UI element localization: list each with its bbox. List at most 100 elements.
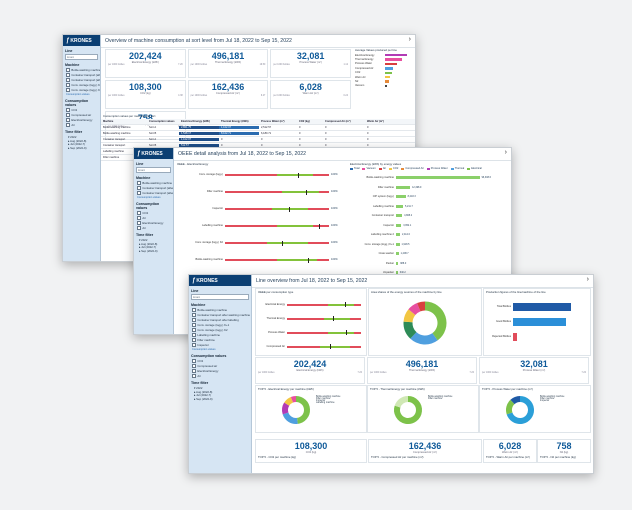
donut-segment[interactable] xyxy=(403,309,416,323)
checkbox-icon[interactable] xyxy=(192,337,197,343)
consumption-checkbox[interactable]: CO2 xyxy=(137,210,171,216)
consumption-checkbox[interactable]: Electrical Energy xyxy=(192,368,249,374)
energy-bar[interactable] xyxy=(396,252,399,256)
energy-bar[interactable] xyxy=(396,223,402,227)
checkbox-icon[interactable] xyxy=(66,72,71,78)
line-select[interactable]: Line1 xyxy=(191,294,249,300)
donut-segment[interactable] xyxy=(424,301,447,341)
donut-segment[interactable] xyxy=(403,321,417,339)
consumption-checkbox[interactable]: Air xyxy=(137,225,171,231)
machine-checkbox[interactable]: Conv. storage (logg.) K+1 xyxy=(66,82,100,88)
machine-checkbox[interactable]: Bottle-washing machine xyxy=(137,180,172,186)
chevron-right-icon[interactable]: › xyxy=(586,276,589,283)
checkbox-icon[interactable] xyxy=(192,358,197,364)
checkbox-icon[interactable] xyxy=(66,87,71,93)
machine-checkbox[interactable]: Conv. storage (logg.) K+1 xyxy=(192,322,249,328)
energy-bar[interactable] xyxy=(396,261,399,265)
checkbox-icon[interactable] xyxy=(192,363,197,369)
checkbox-icon[interactable] xyxy=(137,185,142,191)
time-tree-item[interactable]: ▸ Jul (2022-7) xyxy=(139,245,157,250)
top5-donut-segment[interactable] xyxy=(394,396,422,424)
machine-checkbox[interactable]: Conv. storage (logg.) K2 xyxy=(192,327,249,333)
table-header-cell[interactable]: Thermal Energy (kWh) xyxy=(221,120,249,123)
donut-segment[interactable] xyxy=(410,331,438,345)
checkbox-icon[interactable] xyxy=(192,317,197,323)
line-select[interactable]: Line1 xyxy=(65,54,98,60)
machine-checkbox[interactable]: Container transport [after labelling] xyxy=(137,190,173,196)
energy-bar[interactable] xyxy=(396,185,411,189)
checkbox-icon[interactable] xyxy=(137,210,142,216)
production-bar[interactable] xyxy=(513,302,571,311)
machine-checkbox[interactable]: Inspector xyxy=(192,342,249,348)
checkbox-icon[interactable] xyxy=(137,190,142,196)
more-link[interactable]: Consumption values xyxy=(192,348,216,351)
top5-donut-segment[interactable] xyxy=(510,396,521,405)
time-tree-item[interactable]: ▾ 2022 xyxy=(139,238,148,242)
checkbox-icon[interactable] xyxy=(66,117,71,123)
table-header-cell[interactable]: Warm Air (m³) xyxy=(367,120,384,123)
consumption-checkbox[interactable]: Air xyxy=(137,215,171,221)
time-tree-item[interactable]: ▸ Jul (2022-7) xyxy=(194,393,212,398)
machine-checkbox[interactable]: Labelling machine xyxy=(192,332,249,338)
energy-bar[interactable] xyxy=(396,195,406,199)
table-header-cell[interactable]: Consumption values xyxy=(149,120,175,123)
donut-segment[interactable] xyxy=(408,303,421,316)
production-bar[interactable] xyxy=(513,332,517,341)
time-tree-item[interactable]: ▸ Sep (2022-9) xyxy=(194,396,213,401)
checkbox-icon[interactable] xyxy=(137,215,142,221)
time-tree-item[interactable]: ▸ Aug (2022-8) xyxy=(139,241,158,246)
table-header-cell[interactable]: Process Water (m³) xyxy=(261,120,285,123)
checkbox-icon[interactable] xyxy=(66,112,71,118)
top5-donut-segment[interactable] xyxy=(394,396,409,408)
time-tree-item[interactable]: ▾ 2022 xyxy=(68,135,77,139)
checkbox-icon[interactable] xyxy=(66,82,71,88)
top5-donut-segment[interactable] xyxy=(290,396,297,403)
checkbox-icon[interactable] xyxy=(192,312,197,318)
energy-bar[interactable] xyxy=(396,204,404,208)
checkbox-icon[interactable] xyxy=(137,225,142,231)
machine-checkbox[interactable]: Container transport after labelling xyxy=(192,317,249,323)
energy-bar[interactable] xyxy=(396,214,403,218)
consumption-checkbox[interactable]: Electrical Energy xyxy=(66,117,98,123)
time-tree-item[interactable]: ▾ 2022 xyxy=(194,386,203,390)
energy-bar[interactable] xyxy=(396,176,480,180)
consumption-checkbox[interactable]: Air xyxy=(192,373,249,379)
time-tree-item[interactable]: ▸ Aug (2022-8) xyxy=(68,138,87,143)
time-tree-item[interactable]: ▸ Jul (2022-7) xyxy=(68,142,86,147)
machine-checkbox[interactable]: Container transport [after washing (next… xyxy=(66,72,100,78)
checkbox-icon[interactable] xyxy=(66,122,71,128)
top5-donut-segment[interactable] xyxy=(506,399,515,415)
table-header-cell[interactable]: Electrical Energy (kWh) xyxy=(181,120,210,123)
line-select[interactable]: Line1 xyxy=(136,167,171,173)
table-row[interactable]: Container transport Sort A 1,102.07 0 0 0 0 0 xyxy=(101,137,415,143)
time-tree-item[interactable]: ▸ Sep (2022-9) xyxy=(139,248,158,253)
consumption-checkbox[interactable]: Compressed air xyxy=(66,112,98,118)
table-row[interactable]: Bottle-washing machine Sort B 1,548.17 8,10… xyxy=(101,131,415,137)
consumption-checkbox[interactable]: CO2 xyxy=(192,358,249,364)
machine-checkbox[interactable]: Bottle-washing machine xyxy=(192,307,249,313)
more-link[interactable]: Consumption values xyxy=(137,196,161,199)
checkbox-icon[interactable] xyxy=(192,327,197,333)
checkbox-icon[interactable] xyxy=(192,332,197,338)
donut-segment[interactable] xyxy=(417,301,426,312)
time-tree-item[interactable]: ▸ Aug (2022-8) xyxy=(194,389,213,394)
checkbox-icon[interactable] xyxy=(192,342,197,348)
top5-donut-segment[interactable] xyxy=(295,396,310,424)
checkbox-icon[interactable] xyxy=(66,67,71,73)
time-tree-item[interactable]: ▸ Sep (2022-9) xyxy=(68,145,87,150)
checkbox-icon[interactable] xyxy=(137,180,142,186)
top5-donut-segment[interactable] xyxy=(506,396,534,424)
chevron-right-icon[interactable]: › xyxy=(408,36,411,43)
top5-donut-segment[interactable] xyxy=(282,402,290,415)
chevron-right-icon[interactable]: › xyxy=(504,149,507,156)
consumption-checkbox[interactable]: CO2 xyxy=(66,107,98,113)
checkbox-icon[interactable] xyxy=(192,373,197,379)
machine-checkbox[interactable]: Conv. storage (logg.) K2 (flat packing) xyxy=(66,87,100,93)
checkbox-icon[interactable] xyxy=(192,307,197,313)
consumption-checkbox[interactable]: Compressed air xyxy=(192,363,249,369)
energy-bar[interactable] xyxy=(396,242,400,246)
top5-donut-segment[interactable] xyxy=(282,412,298,424)
machine-checkbox[interactable]: Filler machine xyxy=(192,337,249,343)
checkbox-icon[interactable] xyxy=(66,107,71,113)
consumption-checkbox[interactable]: Electrical Energy xyxy=(137,220,171,226)
